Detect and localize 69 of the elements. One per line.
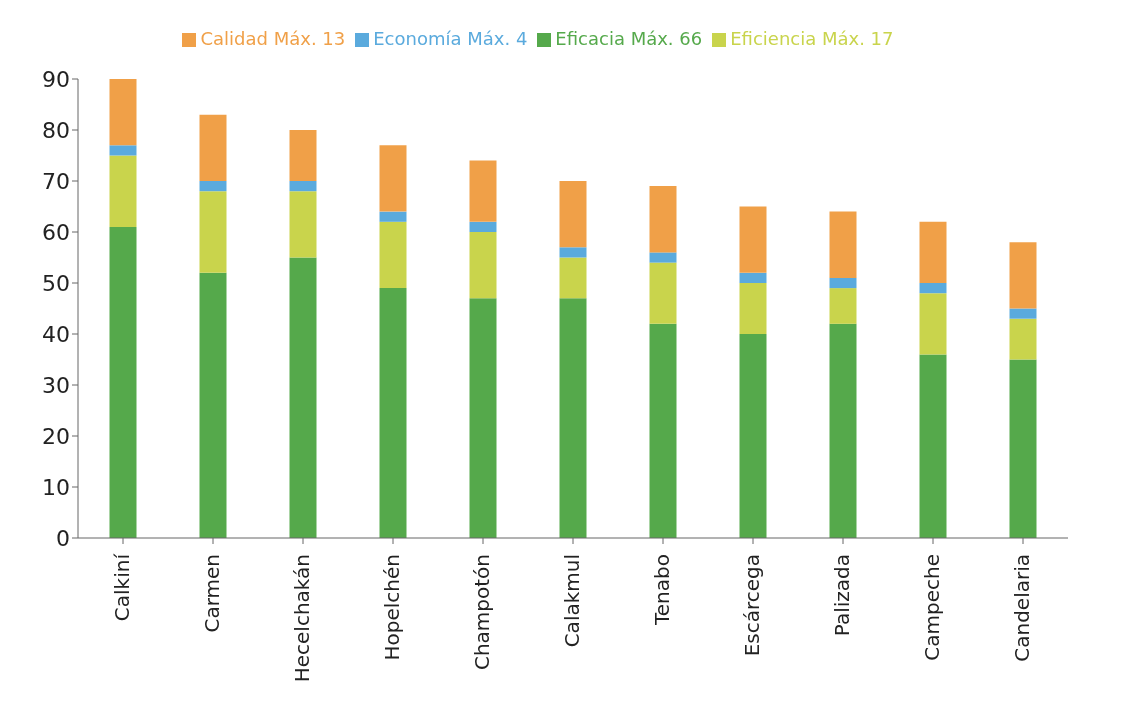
bar [559,181,587,248]
bar [649,262,677,324]
bar [919,293,947,355]
bar [109,145,137,156]
bar [379,221,407,289]
bar [559,257,587,299]
legend-label: Economía Máx. 4 [373,28,528,49]
bar [919,283,947,294]
bar [829,288,857,324]
bar [1009,318,1037,360]
bar [649,252,677,263]
legend-label: Eficacia Máx. 66 [555,28,703,49]
bar [199,181,227,192]
x-tick-label: Palizada [829,554,854,637]
bar [199,191,227,273]
bar [109,79,137,146]
bar [1009,359,1037,538]
bar [289,191,317,258]
bar [199,272,227,538]
legend-label: Calidad Máx. 13 [200,28,346,49]
x-tick-label: Calakmul [559,554,584,648]
bar [739,206,767,273]
y-tick-label: 70 [42,168,70,194]
bar [739,272,767,283]
bar [559,247,587,258]
bar [919,221,947,283]
bar [289,181,317,192]
bar [109,226,137,538]
bar [469,221,497,232]
bar [559,298,587,538]
y-tick-label: 50 [42,270,70,296]
bar [649,186,677,253]
x-tick-label: Calkiní [109,552,134,622]
y-tick-label: 0 [56,525,70,551]
x-tick-label: Escárcega [739,554,764,657]
bar [379,145,407,212]
bar [379,211,407,222]
bar [739,283,767,334]
bar [739,334,767,538]
bar [1009,308,1037,319]
y-tick-label: 40 [42,321,70,347]
y-tick-label: 10 [42,474,70,500]
bar [379,288,407,538]
x-tick-label: Champotón [469,554,494,671]
x-tick-label: Campeche [919,554,944,661]
bar [289,130,317,181]
bar [919,354,947,538]
x-tick-label: Tenabo [649,554,674,626]
legend-label: Eficiencia Máx. 17 [730,28,894,49]
y-tick-label: 20 [42,423,70,449]
x-tick-label: Hecelchakán [289,554,314,683]
y-tick-label: 30 [42,372,70,398]
bar [469,160,497,222]
bar [649,323,677,538]
bar [469,232,497,299]
bar [829,211,857,278]
bar [109,155,137,227]
bar [199,114,227,181]
bar [829,277,857,289]
bar [469,298,497,538]
y-tick-label: 60 [42,219,70,245]
bar [1009,242,1037,309]
bar [829,323,857,538]
bar [289,257,317,538]
y-tick-label: 80 [42,117,70,143]
x-tick-label: Carmen [199,554,224,633]
x-tick-label: Hopelchén [379,554,404,661]
y-tick-label: 90 [42,66,70,92]
x-tick-label: Candelaria [1009,554,1034,662]
